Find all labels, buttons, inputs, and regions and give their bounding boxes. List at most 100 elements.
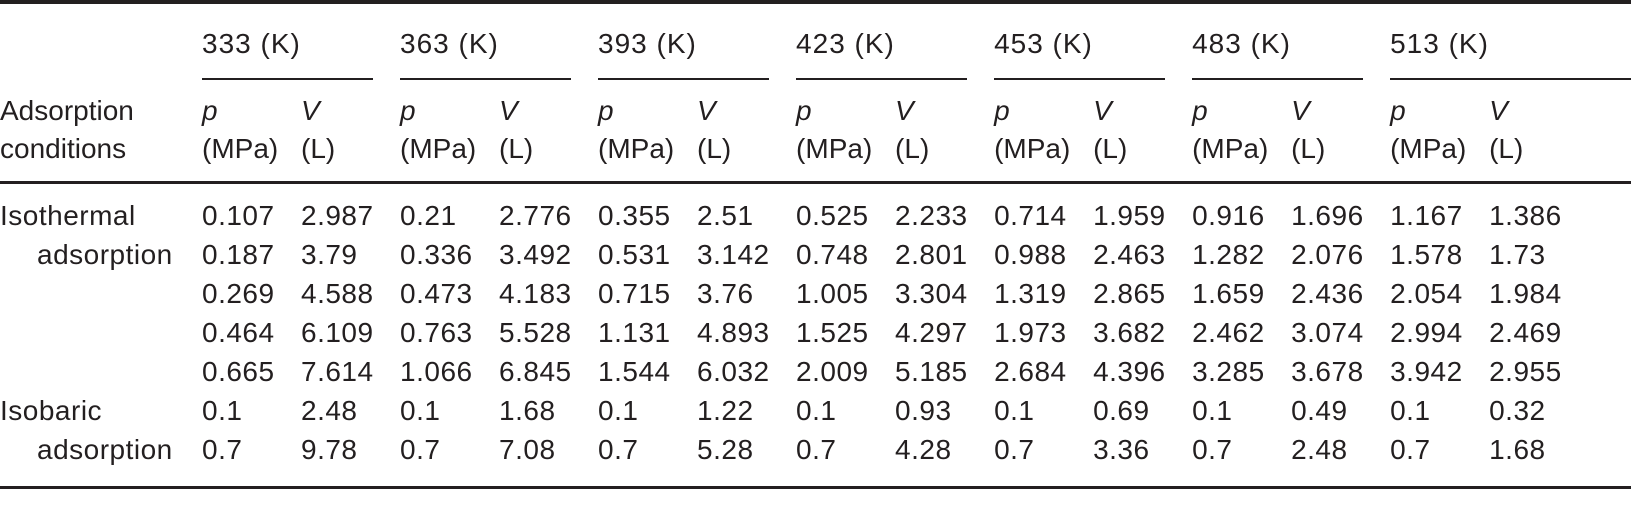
pressure-cell: 0.7 <box>400 434 441 465</box>
row-label-cell: adsorption <box>0 430 202 488</box>
row-label: Isothermal <box>0 200 136 231</box>
volume-cell: 5.528 <box>499 317 572 348</box>
table-row: adsorption 0.7 9.78 0.7 7.08 0.7 5.28 0.7 4.28 0.… <box>0 430 1631 488</box>
pressure-column-header: p (MPa) <box>1192 80 1292 184</box>
volume-unit: (L) <box>1093 133 1128 164</box>
pressure-cell: 0.1 <box>1192 395 1233 426</box>
volume-cell: 1.984 <box>1489 278 1562 309</box>
volume-cell: 0.93 <box>895 395 952 426</box>
pressure-cell: 1.167 <box>1390 200 1463 231</box>
volume-cell: 2.233 <box>895 200 968 231</box>
volume-cell: 7.614 <box>301 356 374 387</box>
row-label-cell: Isothermal <box>0 183 202 236</box>
pressure-cell: 0.7 <box>202 434 243 465</box>
volume-cell: 2.48 <box>1291 434 1348 465</box>
temp-spanner-rule: 333 (K) <box>202 4 374 80</box>
pressure-cell: 0.748 <box>796 239 869 270</box>
temp-header-label: 333 (K) <box>202 28 301 59</box>
temp-header-453k: 453 (K) <box>994 2 1192 80</box>
table-row: Isothermal 0.107 2.987 0.21 2.776 0.355 2.51 0.… <box>0 183 1631 236</box>
volume-cell: 3.79 <box>301 239 358 270</box>
temp-header-label: 393 (K) <box>598 28 697 59</box>
pressure-cell: 0.916 <box>1192 200 1265 231</box>
row-label-cell <box>0 313 202 352</box>
temp-spanner-rule: 393 (K) <box>598 4 770 80</box>
pressure-symbol: p <box>202 95 218 126</box>
table-row: 0.665 7.614 1.066 6.845 1.544 6.032 2.009 5.185… <box>0 352 1631 391</box>
volume-cell: 4.588 <box>301 278 374 309</box>
pressure-cell: 1.005 <box>796 278 869 309</box>
row-label: adsorption <box>37 434 173 465</box>
volume-cell: 0.49 <box>1291 395 1348 426</box>
pressure-unit: (MPa) <box>994 133 1071 164</box>
row-label: adsorption <box>37 239 173 270</box>
pressure-column-header: p (MPa) <box>400 80 500 184</box>
pressure-cell: 2.054 <box>1390 278 1463 309</box>
column-header-row: Adsorption conditions p (MPa) V (L) p (MPa) V (L)… <box>0 80 1631 184</box>
temp-header-393k: 393 (K) <box>598 2 796 80</box>
temp-header-513k: 513 (K) <box>1390 2 1631 80</box>
temp-header-333k: 333 (K) <box>202 2 400 80</box>
temp-header-label: 423 (K) <box>796 28 895 59</box>
volume-cell: 2.865 <box>1093 278 1166 309</box>
volume-cell: 5.28 <box>697 434 754 465</box>
pressure-symbol: p <box>400 95 416 126</box>
adsorption-conditions-table: 333 (K) 363 (K) 393 (K) 423 (K) 453 (K) 483 (… <box>0 0 1631 489</box>
pressure-cell: 0.7 <box>796 434 837 465</box>
volume-cell: 4.893 <box>697 317 770 348</box>
volume-cell: 1.68 <box>1489 434 1546 465</box>
volume-cell: 3.142 <box>697 239 770 270</box>
row-label: Isobaric <box>0 395 103 426</box>
pressure-cell: 3.285 <box>1192 356 1265 387</box>
volume-unit: (L) <box>1489 133 1524 164</box>
volume-cell: 1.696 <box>1291 200 1364 231</box>
volume-cell: 4.297 <box>895 317 968 348</box>
volume-cell: 2.48 <box>301 395 358 426</box>
volume-symbol: V <box>1093 95 1112 126</box>
volume-symbol: V <box>895 95 914 126</box>
pressure-cell: 1.525 <box>796 317 869 348</box>
pressure-symbol: p <box>1390 95 1406 126</box>
row-label-cell: adsorption <box>0 235 202 274</box>
pressure-cell: 0.464 <box>202 317 275 348</box>
pressure-symbol: p <box>796 95 812 126</box>
temp-header-label: 513 (K) <box>1390 28 1489 59</box>
pressure-column-header: p (MPa) <box>994 80 1094 184</box>
pressure-cell: 0.531 <box>598 239 671 270</box>
pressure-cell: 0.714 <box>994 200 1067 231</box>
volume-cell: 6.032 <box>697 356 770 387</box>
stub-header: Adsorption conditions <box>0 80 202 184</box>
pressure-cell: 0.355 <box>598 200 671 231</box>
volume-column-header: V (L) <box>1093 80 1193 184</box>
pressure-symbol: p <box>994 95 1010 126</box>
pressure-cell: 0.1 <box>796 395 837 426</box>
temp-spanner-rule: 483 (K) <box>1192 4 1364 80</box>
volume-cell: 4.183 <box>499 278 572 309</box>
volume-cell: 1.22 <box>697 395 754 426</box>
temp-header-363k: 363 (K) <box>400 2 598 80</box>
volume-cell: 0.69 <box>1093 395 1150 426</box>
pressure-cell: 1.131 <box>598 317 671 348</box>
volume-cell: 3.36 <box>1093 434 1150 465</box>
pressure-cell: 0.336 <box>400 239 473 270</box>
volume-cell: 2.51 <box>697 200 754 231</box>
volume-column-header: V (L) <box>895 80 995 184</box>
volume-cell: 2.987 <box>301 200 374 231</box>
row-label-cell <box>0 352 202 391</box>
pressure-cell: 0.21 <box>400 200 457 231</box>
volume-symbol: V <box>301 95 320 126</box>
volume-column-header: V (L) <box>1291 80 1391 184</box>
pressure-cell: 0.1 <box>1390 395 1431 426</box>
pressure-cell: 0.525 <box>796 200 869 231</box>
volume-cell: 7.08 <box>499 434 556 465</box>
volume-cell: 2.463 <box>1093 239 1166 270</box>
volume-cell: 9.78 <box>301 434 358 465</box>
temp-header-label: 483 (K) <box>1192 28 1291 59</box>
volume-cell: 2.469 <box>1489 317 1562 348</box>
volume-unit: (L) <box>895 133 930 164</box>
volume-cell: 6.845 <box>499 356 572 387</box>
volume-column-header: V (L) <box>1489 80 1631 184</box>
pressure-cell: 1.282 <box>1192 239 1265 270</box>
temp-header-423k: 423 (K) <box>796 2 994 80</box>
pressure-cell: 0.107 <box>202 200 275 231</box>
